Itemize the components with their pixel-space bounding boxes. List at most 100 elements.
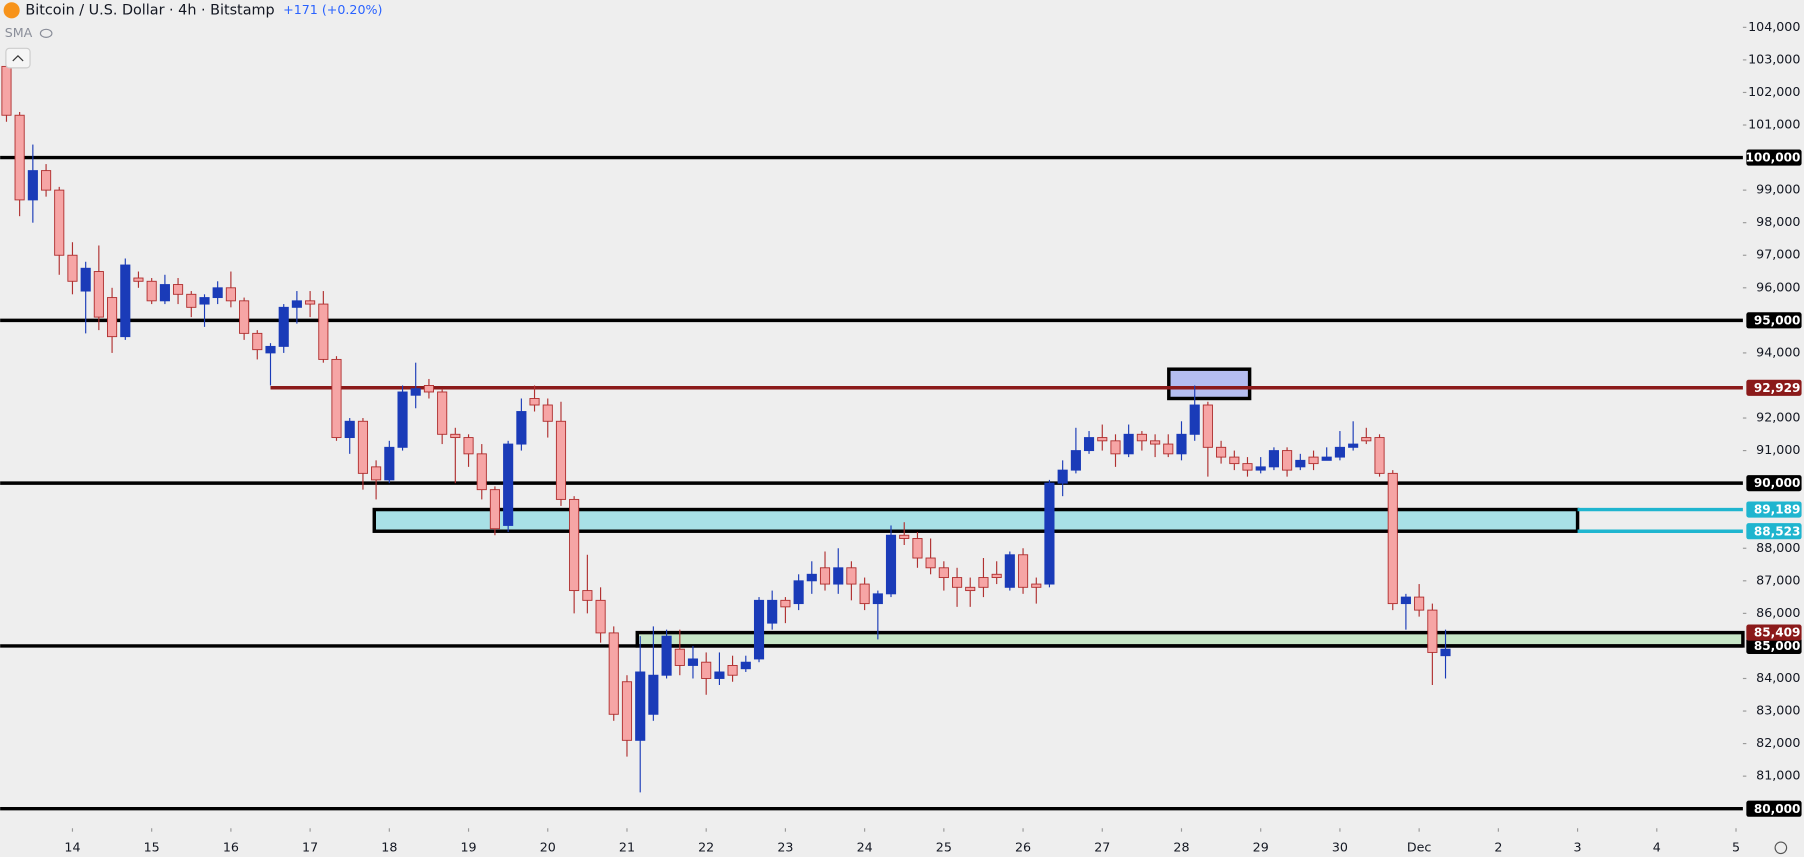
candle-body [1348,443,1359,448]
candle-body [410,388,421,396]
price-label: 90,000 [1754,476,1801,490]
candle-body [1110,440,1121,455]
y-tick-label: 104,000 [1748,19,1800,34]
candle-body [885,534,897,595]
x-tick-label: 15 [144,839,160,854]
candle-body [978,577,989,588]
candle-body [648,674,659,715]
candle-body [291,300,302,308]
y-tick-label: 88,000 [1756,540,1800,555]
candle-body [806,573,817,582]
x-tick-label: 23 [777,839,793,854]
candle-body [133,277,144,282]
candle-body [239,300,250,334]
coin-icon [3,2,20,19]
candle-body [305,300,316,305]
candle-body [582,590,593,601]
candle-body [899,534,910,539]
candle-body [516,411,527,445]
candle-body [991,573,1002,579]
candle-body [674,648,685,666]
collapse-button[interactable] [5,47,31,69]
price-label: 95,000 [1754,313,1801,327]
candle-body [1216,446,1227,458]
zone [635,630,1745,648]
y-tick-label: 98,000 [1756,214,1800,229]
candle-body [753,599,765,660]
candle-body [265,345,276,354]
y-tick-label: 101,000 [1748,117,1800,132]
candle-body [1308,456,1319,465]
price-label-bg [1746,523,1802,540]
candle-body [278,306,289,347]
x-tick-label: 20 [540,839,556,854]
y-tick-label: 84,000 [1756,670,1800,685]
candle-body [1282,450,1293,471]
price-label-bg [1746,624,1802,641]
candle-body [1334,446,1345,458]
candle-body [1123,433,1134,455]
candle-body [1321,456,1332,461]
candle-body [767,599,778,624]
candle-body [1150,440,1161,445]
candle-body [1136,433,1147,442]
x-tick-label: 19 [460,839,476,854]
candle-body [1070,450,1081,471]
candle-body [952,577,963,588]
candle-body [819,567,831,585]
candle-body [93,271,104,318]
candle-body [186,293,197,308]
candle-body [437,391,448,435]
x-tick-label: 16 [223,839,239,854]
y-tick-label: 81,000 [1756,768,1800,783]
y-tick-label: 94,000 [1756,344,1800,359]
candle-body [225,287,236,302]
price-label-bg [1746,637,1802,654]
candle-body [397,391,408,448]
zone [1167,367,1252,401]
price-axis [1742,0,1804,857]
candle-body [740,661,751,670]
candle-body [701,661,712,679]
candle-body [1255,466,1266,471]
price-label-bg [1746,312,1802,329]
x-tick-label: 3 [1574,839,1582,854]
x-tick-label: 28 [1173,839,1189,854]
candle-body [727,664,738,676]
candle-body [938,567,949,579]
candle-body [1163,443,1174,455]
candle-body [1361,437,1372,442]
candle-body [1044,482,1055,585]
candle-body [199,297,210,305]
candle-body [1083,437,1095,452]
candle-body [503,443,514,526]
price-label: 89,189 [1754,503,1801,517]
candle-body [344,420,355,439]
candle-body [54,189,65,256]
y-tick-label: 99,000 [1756,182,1800,197]
price-label-bg [1746,501,1802,518]
candle-body [172,284,184,295]
candle-body [476,453,487,491]
candle-body [159,284,170,302]
candle-body [1189,404,1200,435]
price-label: 92,929 [1754,381,1801,395]
visibility-icon[interactable] [39,28,53,38]
candle-body [371,466,382,481]
candle-body [621,681,633,741]
candle-body [555,420,567,500]
candle-body [846,567,857,585]
candle-body [1414,596,1425,611]
candle-body [423,385,434,393]
price-label-bg [1746,149,1802,166]
x-tick-label: 4 [1653,839,1661,854]
x-tick-label: Dec [1407,839,1432,854]
candle-body [450,433,461,439]
candle-body [357,420,369,474]
candle-body [687,658,699,666]
settings-icon[interactable] [1774,841,1788,855]
indicator-name[interactable]: SMA [5,25,33,40]
candle-body [635,671,646,741]
